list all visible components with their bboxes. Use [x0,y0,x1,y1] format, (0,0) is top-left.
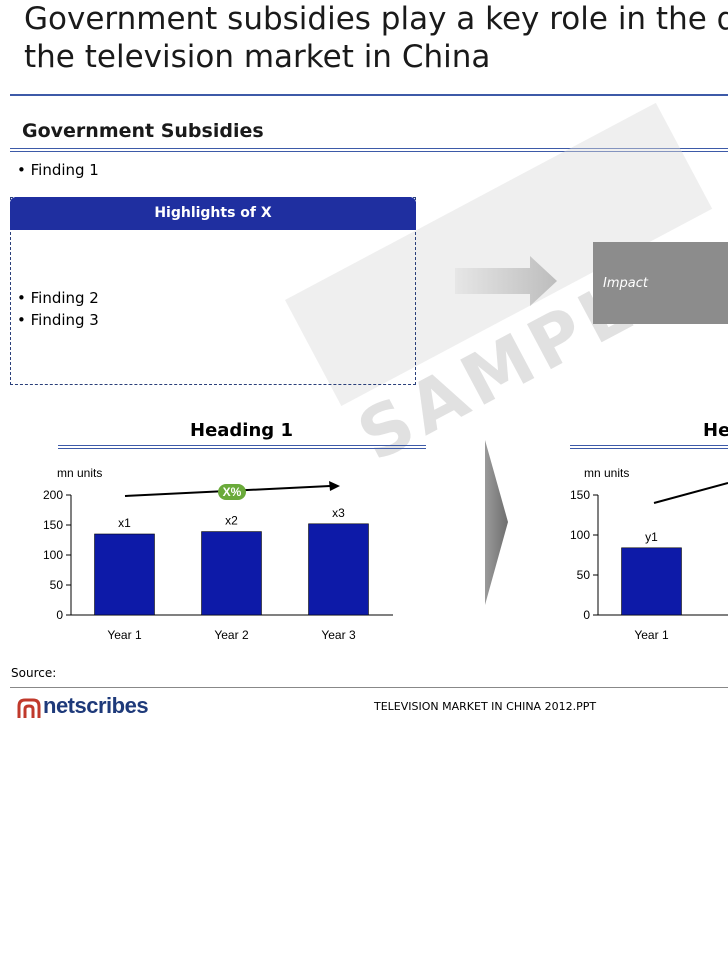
chart-1-x-tick-label: Year 3 [321,628,356,642]
chart-2-y-tick-label: 0 [583,608,590,622]
chart-1-data-label: x3 [332,506,345,520]
chart-2: mn units 0 50 100 150 y1 Year 1 [570,466,728,642]
chart-2-y-tick-label: 150 [570,488,590,502]
title-line-1: Government subsidies play a key role in … [24,1,728,37]
footer-rule [10,687,728,688]
chart-2-x-tick-label: Year 1 [634,628,669,642]
highlights-header: Highlights of X [10,197,416,230]
footer-filename: TELEVISION MARKET IN CHINA 2012.PPT [374,700,597,713]
chart-2-data-label: y1 [645,530,658,544]
chart-1-rule-bottom [58,448,426,449]
chart-1-data-label: x2 [225,514,238,528]
chart-2-rule-top [570,445,728,446]
chart-2-bar [621,547,682,616]
netscribes-logo-icon [16,696,42,722]
logo: netscribes [43,693,149,718]
chart-1-y-tick-label: 50 [50,578,64,592]
chart-1-y-tick-label: 150 [43,518,63,532]
finding-3: • Finding 3 [17,311,99,329]
page-title: Government subsidies play a key role in … [24,0,728,76]
chart-1-x-tick-label: Year 2 [214,628,249,642]
finding-1: • Finding 1 [17,161,99,179]
section-rule-top [10,148,728,149]
section-title: Government Subsidies [22,120,264,142]
chart-1-y-tick-label: 0 [56,608,63,622]
impact-box: Impact [593,242,728,324]
chart-1-growth-arrowhead [329,481,340,491]
chart-1-rule-top [58,445,426,446]
chart-1-growth-label: X% [223,485,242,499]
chart-1-heading: Heading 1 [190,420,293,441]
source-label: Source: [11,666,57,680]
chart-1-y-tick-label: 200 [43,488,63,502]
chart-1-y-tick-label: 100 [43,548,63,562]
impact-label: Impact [603,276,648,291]
chart-2-unit-label: mn units [584,466,629,480]
finding-2: • Finding 2 [17,289,99,307]
chart-1-data-label: x1 [118,516,131,530]
chart-1-bar [308,523,369,616]
chart-2-heading: He [703,420,728,441]
chart-1-x-tick-label: Year 1 [107,628,142,642]
chart-1: mn units 0 50 100 150 200 x1 Year 1 x2 Year 2 x3 Ye… [43,466,393,642]
chart-1-unit-label: mn units [57,466,102,480]
title-rule [10,94,728,96]
impact-arrow [455,256,557,306]
chart-1-bar [201,531,262,616]
chart-2-y-tick-label: 100 [570,528,590,542]
chevron-right-icon [485,440,508,605]
section-rule-bottom [10,151,728,152]
chart-1-bar [94,533,155,616]
chart-1-growth-badge [218,484,246,500]
chart-2-rule-bottom [570,448,728,449]
chart-2-y-tick-label: 50 [577,568,591,582]
chart-2-growth-line [653,482,728,504]
title-line-2: the television market in China [24,39,491,75]
